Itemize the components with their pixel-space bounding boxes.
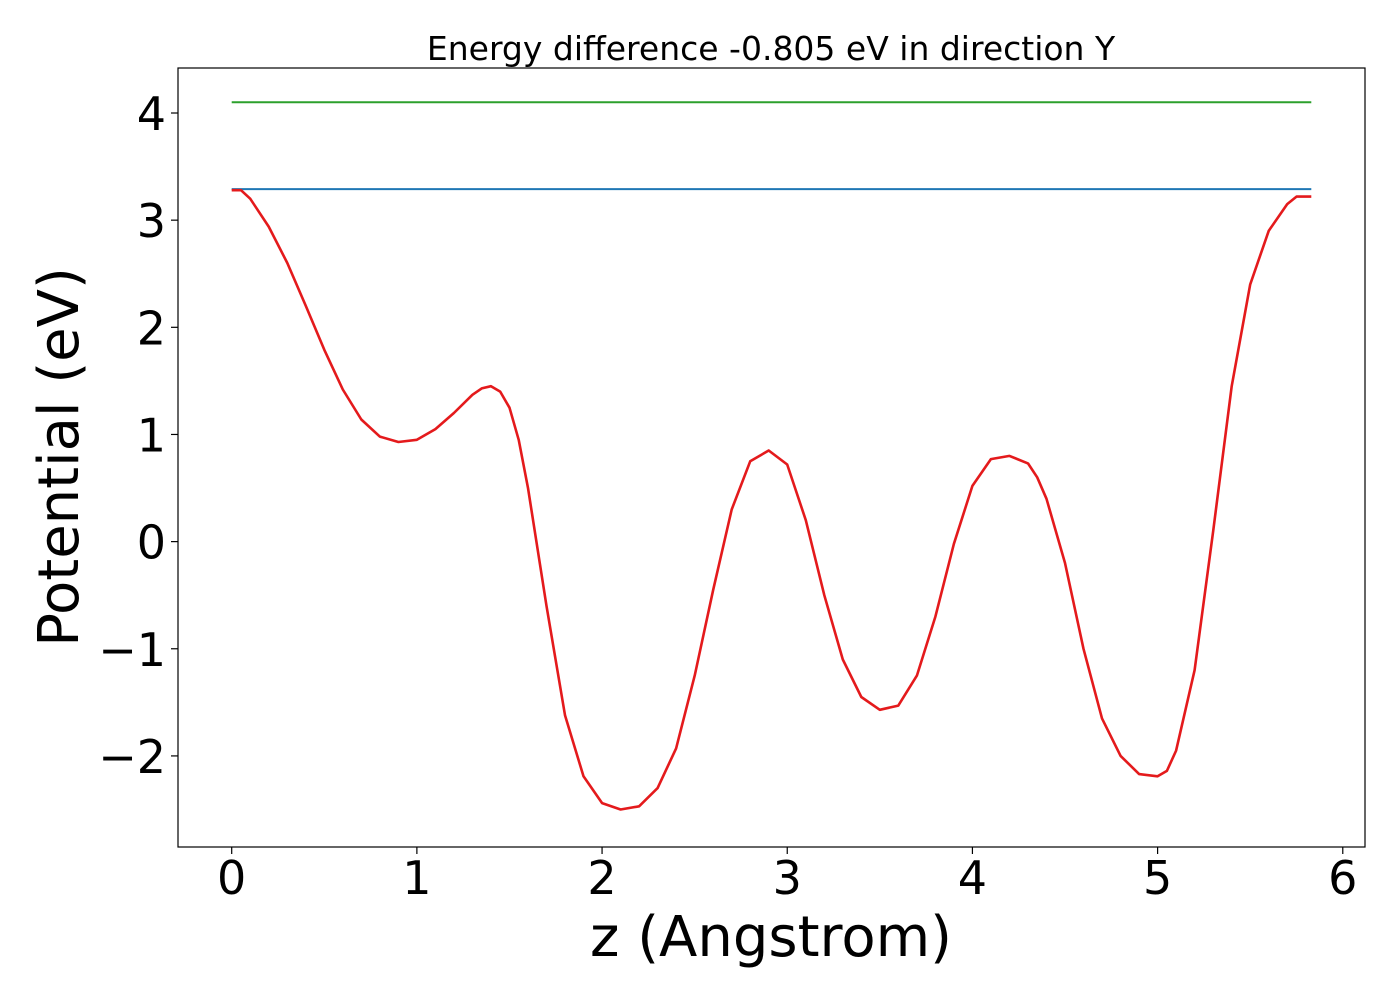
y-tick-label: 3 — [137, 194, 166, 248]
y-tick-label: −2 — [98, 730, 166, 784]
x-axis-label: z (Angstrom) — [590, 905, 952, 970]
y-axis-ticks: −2 −1 0 1 2 3 4 — [98, 87, 178, 784]
x-tick-label: 0 — [217, 851, 246, 905]
y-axis-label: Potential (eV) — [27, 267, 92, 647]
y-tick-label: 1 — [137, 408, 166, 462]
plot-frame — [177, 67, 1366, 848]
x-tick-label: 4 — [958, 851, 987, 905]
y-tick-label: 4 — [137, 87, 166, 141]
x-tick-label: 1 — [402, 851, 431, 905]
y-tick-label: −1 — [98, 623, 166, 677]
x-axis-ticks: 0 1 2 3 4 5 6 — [217, 847, 1357, 905]
y-tick-label: 2 — [137, 301, 166, 355]
x-tick-label: 5 — [1143, 851, 1172, 905]
y-tick-label: 0 — [137, 516, 166, 570]
series-layer — [231, 101, 1312, 811]
chart-title: Energy difference -0.805 eV in direction… — [427, 29, 1116, 68]
series-line-3 — [231, 188, 1312, 811]
x-tick-label: 2 — [587, 851, 616, 905]
x-tick-label: 3 — [773, 851, 802, 905]
x-tick-label: 6 — [1328, 851, 1357, 905]
